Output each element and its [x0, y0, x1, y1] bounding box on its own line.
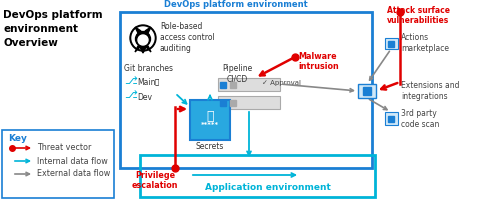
Text: Internal data flow: Internal data flow — [37, 157, 108, 165]
Text: Extensions and
integrations: Extensions and integrations — [401, 81, 459, 101]
Text: 3rd party
code scan: 3rd party code scan — [401, 109, 439, 129]
Text: Attack surface
vulnerabilities: Attack surface vulnerabilities — [387, 6, 450, 25]
Text: ⎇: ⎇ — [124, 90, 137, 100]
Text: External data flow: External data flow — [37, 170, 110, 179]
Text: 🔒: 🔒 — [155, 78, 159, 85]
FancyBboxPatch shape — [218, 78, 280, 91]
Text: *****: ***** — [201, 122, 219, 128]
FancyBboxPatch shape — [385, 112, 398, 125]
Circle shape — [138, 35, 148, 45]
FancyBboxPatch shape — [358, 84, 376, 98]
Text: Git branches: Git branches — [124, 64, 173, 73]
Circle shape — [132, 27, 154, 49]
Text: Application environment: Application environment — [204, 183, 330, 192]
Text: ⎇: ⎇ — [124, 76, 137, 86]
Text: Secrets: Secrets — [196, 142, 224, 151]
Text: 🔒: 🔒 — [206, 110, 214, 123]
Text: ✓ Approval: ✓ Approval — [262, 80, 301, 86]
Text: Dev: Dev — [137, 93, 152, 102]
Text: Pipeline
CI/CD: Pipeline CI/CD — [222, 64, 252, 83]
Text: Privilege
escalation: Privilege escalation — [132, 171, 178, 190]
Circle shape — [135, 32, 151, 47]
Text: Malware
intrusion: Malware intrusion — [298, 52, 339, 71]
Polygon shape — [135, 46, 151, 53]
Text: Actions
marketplace: Actions marketplace — [401, 33, 449, 53]
Polygon shape — [145, 27, 151, 33]
FancyBboxPatch shape — [385, 38, 398, 49]
Text: Threat vector: Threat vector — [37, 144, 91, 152]
FancyBboxPatch shape — [190, 100, 230, 140]
Text: DevOps platform environment: DevOps platform environment — [164, 0, 308, 9]
Text: Main: Main — [137, 78, 156, 87]
Text: Key: Key — [8, 134, 27, 143]
Circle shape — [130, 25, 156, 51]
Polygon shape — [135, 27, 141, 33]
Text: Role-based
access control
auditing: Role-based access control auditing — [160, 22, 215, 53]
FancyBboxPatch shape — [218, 96, 280, 109]
Text: DevOps platform
environment
Overview: DevOps platform environment Overview — [3, 10, 103, 48]
